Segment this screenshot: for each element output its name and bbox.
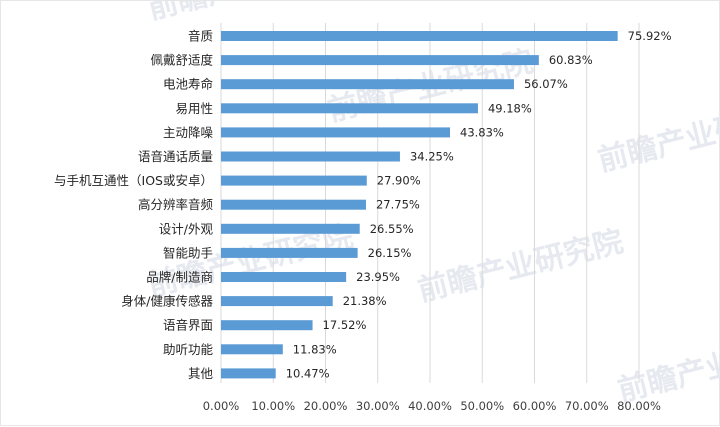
x-tick-label: 70.00% [565, 399, 609, 413]
value-label: 56.07% [524, 77, 568, 91]
bar [221, 320, 313, 331]
category-label: 语音通话质量 [138, 149, 213, 164]
x-axis-ticks: 0.00% 10.00% 20.00% 30.00% 40.00% 50.00% 60.00… [203, 399, 661, 413]
bars [221, 31, 618, 379]
bar [221, 103, 478, 114]
x-tick-label: 60.00% [513, 399, 557, 413]
x-tick-label: 10.00% [251, 399, 295, 413]
category-label: 设计/外观 [159, 221, 214, 236]
category-label: 品牌/制造商 [146, 270, 213, 285]
x-tick-label: 30.00% [356, 399, 400, 413]
value-labels: 75.92% 60.83% 56.07% 49.18% 43.83% 34.25% 27.9… [286, 29, 672, 380]
watermark-text: 前瞻产业研究院 [614, 324, 720, 409]
bar [221, 344, 283, 355]
x-tick-label: 20.00% [304, 399, 348, 413]
bar [221, 175, 367, 186]
x-tick-label: 50.00% [460, 399, 504, 413]
category-label: 高分辨率音频 [138, 197, 214, 212]
category-label: 其他 [188, 366, 214, 381]
bar [221, 296, 333, 307]
value-label: 60.83% [549, 53, 593, 67]
bar [221, 199, 366, 210]
bar [221, 272, 347, 282]
category-label: 音质 [188, 29, 213, 44]
value-label: 26.55% [370, 222, 414, 236]
bar [221, 223, 360, 234]
value-label: 27.75% [376, 198, 420, 212]
watermark-text: 前瞻产业研究院 [594, 94, 720, 179]
x-tick-label: 80.00% [617, 399, 661, 413]
value-label: 10.47% [286, 366, 330, 380]
category-label: 易用性 [175, 101, 213, 116]
value-label: 23.95% [356, 270, 400, 284]
value-label: 17.52% [323, 318, 367, 332]
category-label: 与手机互通性（IOS或安卓） [54, 173, 213, 188]
bar [221, 55, 539, 66]
value-label: 11.83% [293, 342, 337, 356]
category-label: 助听功能 [163, 342, 214, 357]
value-label: 27.90% [377, 174, 421, 188]
bar [221, 31, 618, 41]
bar [221, 247, 358, 258]
category-label: 智能助手 [163, 245, 213, 260]
value-label: 26.15% [368, 246, 412, 260]
value-label: 21.38% [343, 294, 387, 308]
value-label: 49.18% [488, 101, 532, 115]
category-label: 佩戴舒适度 [150, 53, 213, 68]
watermark-text: 前瞻产业研究院 [144, 1, 356, 27]
category-label: 电池寿命 [163, 77, 214, 92]
x-tick-label: 40.00% [408, 399, 452, 413]
value-label: 75.92% [628, 29, 672, 43]
value-label: 34.25% [410, 150, 454, 164]
category-label: 语音界面 [163, 318, 213, 333]
bar [221, 368, 276, 379]
bar [221, 127, 451, 138]
value-label: 43.83% [460, 125, 504, 139]
bar [221, 151, 400, 162]
category-label: 主动降噪 [163, 125, 214, 140]
category-label: 身体/健康传感器 [121, 294, 213, 309]
bar [221, 79, 514, 90]
x-tick-label: 0.00% [203, 399, 240, 413]
watermark-text: 前瞻产业研究院 [414, 224, 626, 309]
